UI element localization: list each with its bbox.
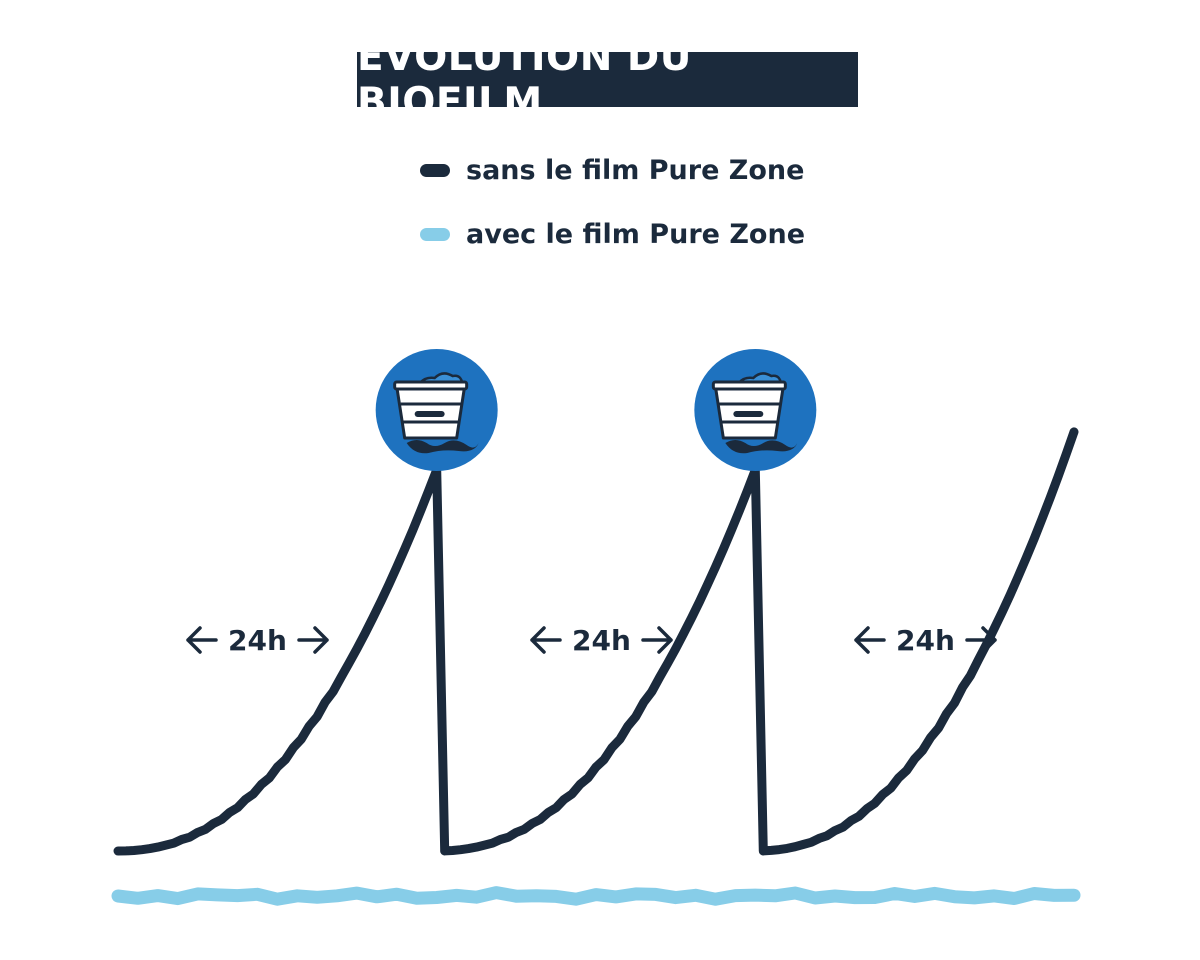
bucket-icon: [694, 349, 817, 471]
interval-label-3: 24h: [852, 618, 999, 662]
arrow-left-icon: [186, 626, 218, 654]
arrow-right-icon: [641, 626, 673, 654]
arrow-left-icon: [530, 626, 562, 654]
legend: sans le film Pure Zone avec le film Pure…: [420, 150, 805, 278]
legend-item-without: sans le film Pure Zone: [420, 150, 805, 190]
legend-swatch-with: [420, 227, 450, 241]
legend-swatch-without: [420, 163, 450, 177]
series-line-without-film: [113, 427, 1079, 856]
interval-text: 24h: [228, 623, 287, 657]
interval-label-2: 24h: [528, 618, 675, 662]
legend-item-with: avec le film Pure Zone: [420, 214, 805, 254]
legend-label-with: avec le film Pure Zone: [466, 218, 806, 250]
interval-label-1: 24h: [184, 618, 331, 662]
arrow-left-icon: [854, 626, 886, 654]
interval-text: 24h: [896, 623, 955, 657]
legend-label-without: sans le film Pure Zone: [466, 154, 805, 186]
arrow-right-icon: [297, 626, 329, 654]
series-line-with-film: [111, 886, 1081, 906]
arrow-right-icon: [965, 626, 997, 654]
interval-text: 24h: [572, 623, 631, 657]
bucket-icon: [375, 349, 498, 471]
